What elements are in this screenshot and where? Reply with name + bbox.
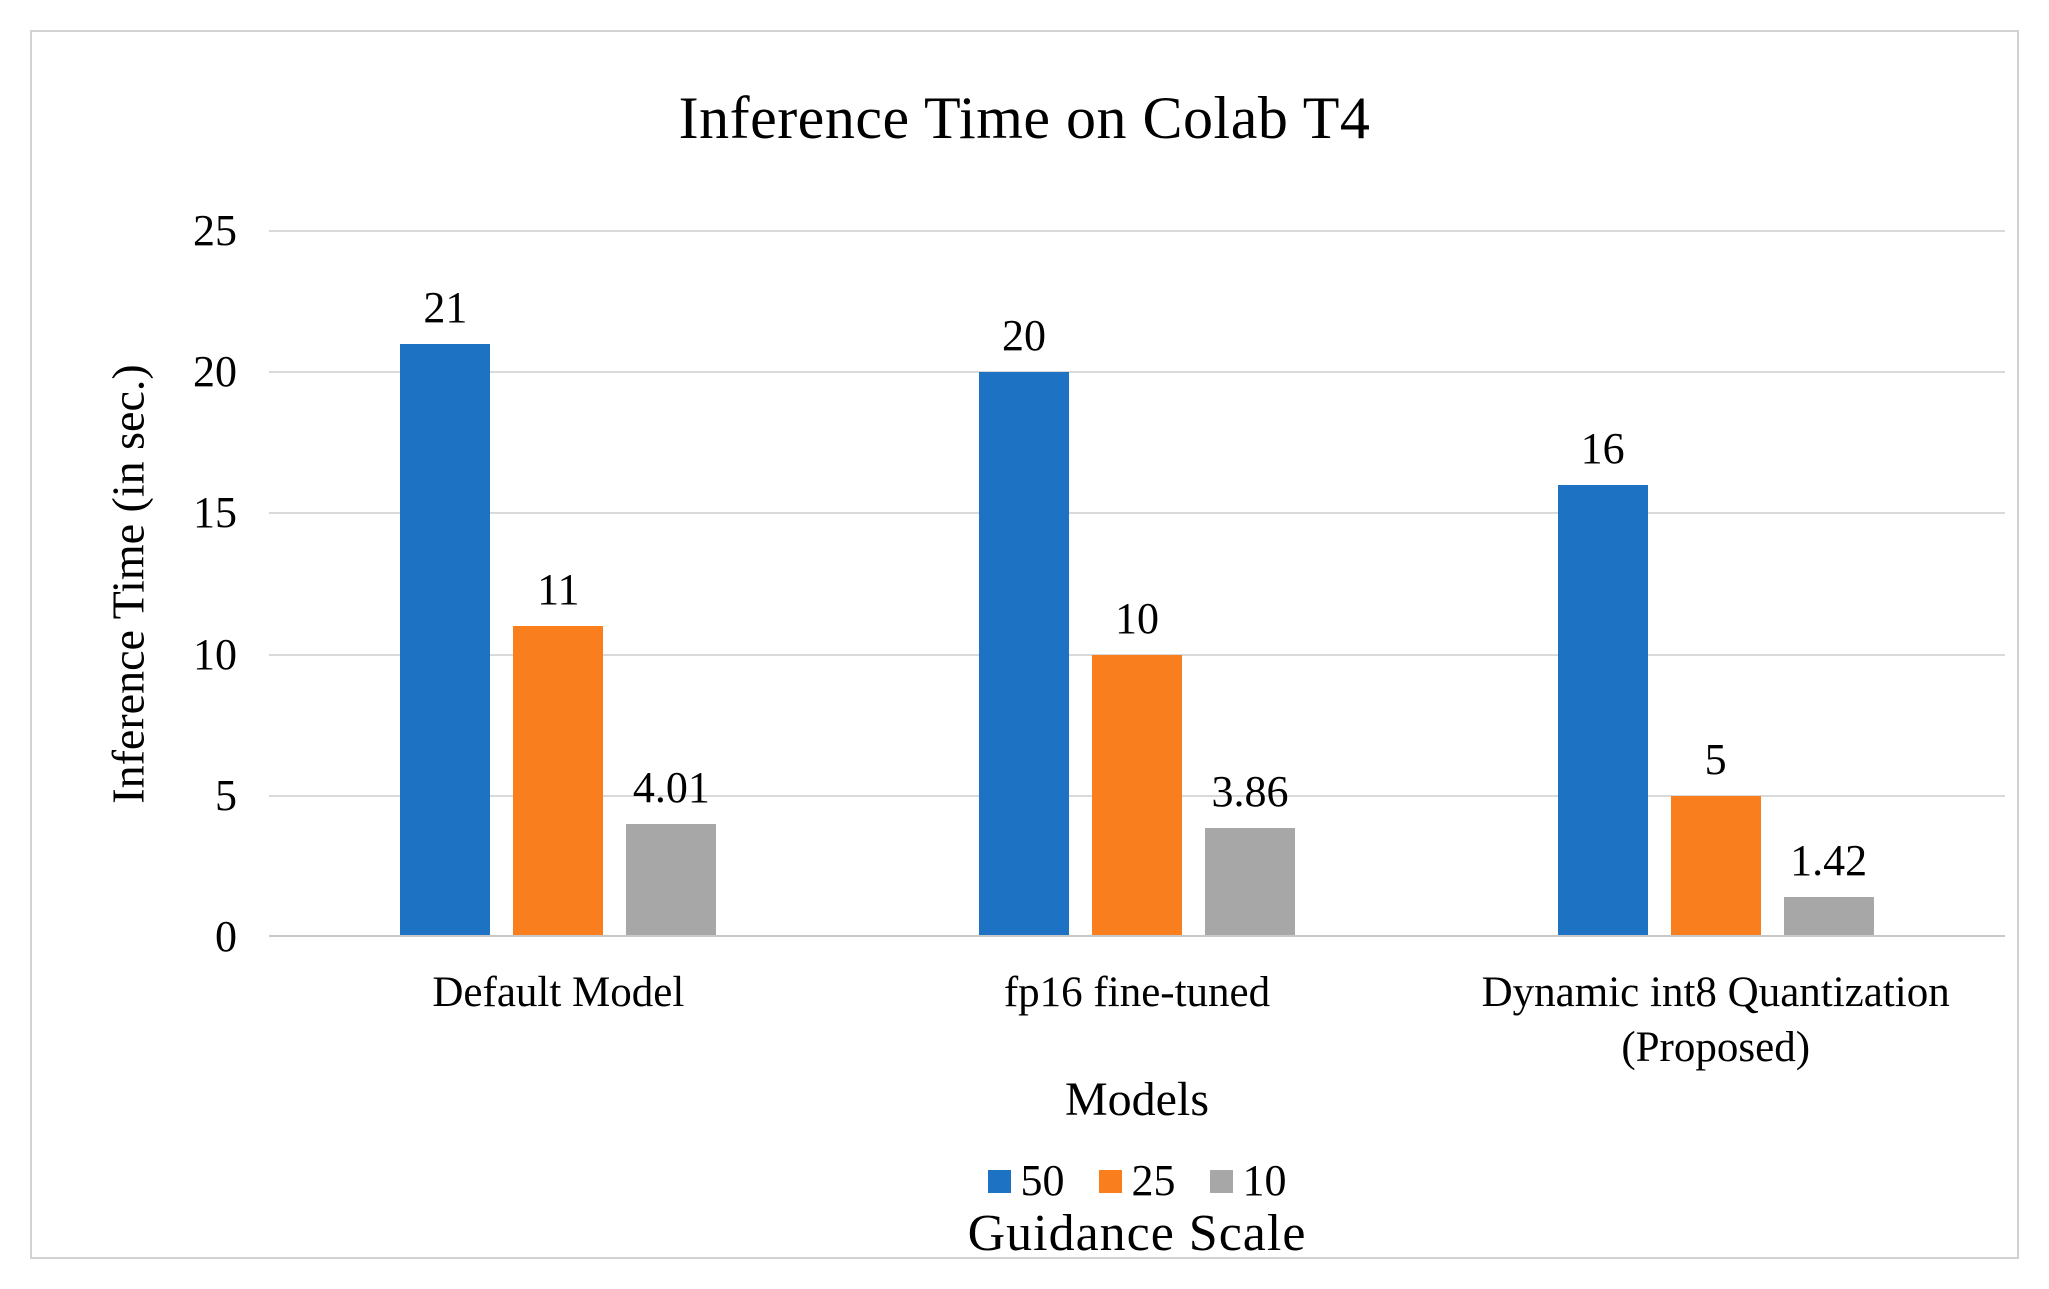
x-axis-line bbox=[269, 935, 2005, 937]
legend-item: 10 bbox=[1209, 1156, 1287, 1206]
bar-value-label: 5 bbox=[1704, 734, 1727, 784]
y-axis-title: Inference Time (in sec.) bbox=[102, 364, 154, 804]
legend: 50 25 10 bbox=[269, 1156, 2005, 1206]
y-tick-label: 15 bbox=[193, 488, 237, 538]
bar-25-fp16 fine-tuned bbox=[1092, 654, 1182, 937]
bar-groups: 21 11 4.01 20 10 3.86 16 5 1.42 bbox=[269, 231, 2005, 937]
gridline bbox=[269, 512, 2005, 515]
bars-row: 20 10 3.86 bbox=[979, 312, 1295, 937]
plot-area: 21 11 4.01 20 10 3.86 16 5 1.42 bbox=[269, 230, 2005, 937]
y-tick-label: 5 bbox=[215, 770, 237, 820]
bar-25-Default Model bbox=[513, 626, 604, 937]
legend-label: 50 bbox=[1020, 1156, 1065, 1205]
gridline bbox=[269, 371, 2005, 374]
bar-with-label: 11 bbox=[513, 565, 604, 937]
legend-item: 50 bbox=[987, 1156, 1065, 1206]
bar-value-label: 3.86 bbox=[1211, 767, 1289, 816]
category-label: fp16 fine-tuned bbox=[1003, 969, 1271, 1016]
bar-with-label: 10 bbox=[1092, 593, 1182, 937]
bar-with-label: 4.01 bbox=[626, 762, 717, 937]
bar-value-label: 21 bbox=[423, 282, 468, 332]
y-tick-label: 25 bbox=[193, 206, 237, 255]
bar-25-Dynamic int8 Quantization (Proposed) bbox=[1670, 795, 1761, 937]
legend-label: 25 bbox=[1131, 1156, 1176, 1205]
bar-group: 20 10 3.86 bbox=[848, 231, 1427, 937]
gridline bbox=[269, 230, 2005, 232]
bar-50-fp16 fine-tuned bbox=[979, 372, 1069, 937]
bar-with-label: 16 bbox=[1557, 424, 1648, 937]
y-tick-label: 0 bbox=[215, 912, 237, 961]
bar-10-Default Model bbox=[626, 823, 717, 937]
bar-50-Default Model bbox=[400, 343, 491, 937]
bar-value-label: 16 bbox=[1580, 424, 1625, 474]
bar-value-label: 11 bbox=[537, 565, 580, 615]
legend-swatch-icon bbox=[1209, 1169, 1233, 1193]
bars-row: 16 5 1.42 bbox=[1557, 424, 1874, 937]
bar-value-label: 20 bbox=[1002, 311, 1046, 361]
bar-with-label: 20 bbox=[979, 312, 1069, 937]
bar-group: 21 11 4.01 bbox=[269, 231, 848, 937]
x-axis-title: Models bbox=[1065, 1073, 1209, 1126]
bar-value-label: 4.01 bbox=[632, 762, 710, 812]
bar-10-fp16 fine-tuned bbox=[1205, 828, 1295, 937]
chart-frame: Inference Time on Colab T4 Inference Tim… bbox=[30, 30, 2019, 1262]
legend-swatch-icon bbox=[1098, 1169, 1122, 1193]
bar-with-label: 1.42 bbox=[1783, 835, 1874, 937]
bar-10-Dynamic int8 Quantization (Proposed) bbox=[1783, 896, 1874, 937]
legend-swatch-icon bbox=[987, 1169, 1011, 1193]
category-label: Default Model bbox=[432, 969, 685, 1016]
bar-value-label: 10 bbox=[1115, 593, 1159, 643]
bar-50-Dynamic int8 Quantization (Proposed) bbox=[1557, 485, 1648, 937]
category-labels: Default Model fp16 fine-tuned Dynamic int8… bbox=[269, 965, 2005, 1075]
bar-with-label: 3.86 bbox=[1205, 768, 1295, 937]
bar-value-label: 1.42 bbox=[1790, 835, 1868, 885]
legend-label: 10 bbox=[1242, 1156, 1287, 1205]
y-tick-label: 10 bbox=[193, 629, 237, 679]
chart-title: Inference Time on Colab T4 bbox=[678, 85, 1371, 151]
y-tick-label: 20 bbox=[193, 347, 237, 397]
category-label: Dynamic int8 Quantization (Proposed) bbox=[1481, 969, 1950, 1071]
gridline bbox=[269, 653, 2005, 656]
bar-group: 16 5 1.42 bbox=[1426, 231, 2005, 937]
legend-item: 25 bbox=[1098, 1156, 1176, 1206]
bars-row: 21 11 4.01 bbox=[400, 282, 717, 937]
bar-with-label: 5 bbox=[1670, 734, 1761, 937]
bar-with-label: 21 bbox=[400, 282, 491, 937]
legend-title: Guidance Scale bbox=[967, 1205, 1307, 1262]
